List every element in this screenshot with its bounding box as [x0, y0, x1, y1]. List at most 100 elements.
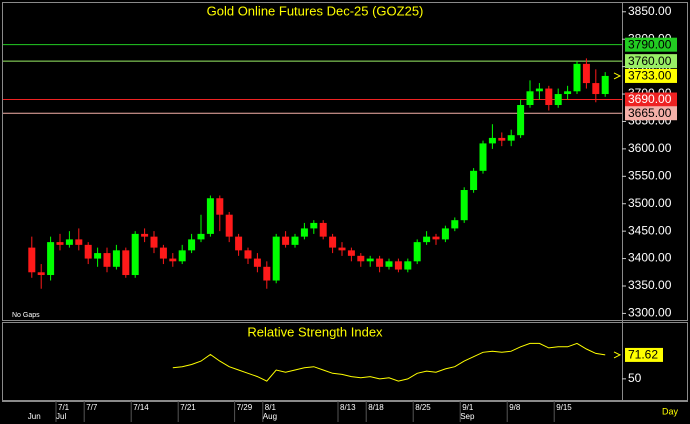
price-label: 3733.00 [628, 69, 672, 83]
level-label-box [625, 106, 677, 121]
candle-body [131, 233, 139, 276]
candle-body [319, 222, 327, 237]
candle-body [178, 250, 186, 262]
y-tick-label: 3550.00 [628, 168, 672, 182]
candle-body [592, 83, 600, 95]
candle-body [479, 143, 487, 171]
rsi-last-label: 71.62 [628, 348, 658, 362]
note: No Gaps [12, 312, 40, 319]
candle-body [451, 220, 459, 229]
month-label: Jul [56, 412, 66, 421]
x-tick-label: 7/7 [86, 403, 98, 412]
candle-body [535, 88, 543, 92]
level-label: 3690.00 [628, 92, 672, 106]
x-tick-label: 8/13 [340, 403, 356, 412]
candle-body [188, 239, 196, 251]
candle-body [235, 236, 243, 251]
candle-body [376, 258, 384, 267]
x-tick-label: 9/8 [509, 403, 521, 412]
candle-body [94, 253, 102, 259]
candle-body [28, 247, 36, 273]
candle-body [357, 255, 365, 262]
candle-body [601, 75, 609, 95]
candle-body [216, 198, 224, 215]
candle-body [141, 233, 149, 237]
rsi-label-box [625, 347, 663, 362]
chart-title: Gold Online Futures Dec-25 (GOZ25) [207, 3, 424, 18]
x-tick-label: 7/21 [180, 403, 196, 412]
month-label: Jun [28, 412, 41, 421]
x-tick-label: 7/14 [133, 403, 149, 412]
candle-body [197, 233, 205, 240]
rsi-line [172, 342, 606, 382]
candle-body [225, 214, 233, 237]
candle-body [423, 236, 431, 243]
candle-body [310, 222, 318, 229]
level-label: 3665.00 [628, 106, 672, 120]
main-panel [2, 2, 688, 321]
candle-body [338, 247, 346, 251]
candle-body [517, 105, 525, 136]
candle-body [253, 258, 261, 267]
candle-body [263, 266, 271, 281]
candle-body [385, 261, 393, 267]
candle-body [498, 137, 506, 141]
candle-body [329, 236, 337, 248]
candle-body [366, 258, 374, 262]
candle-body [244, 250, 252, 259]
candle-body [112, 250, 120, 267]
month-label: Sep [460, 412, 475, 421]
candle-body [282, 236, 290, 245]
x-tick-label: 8/25 [415, 403, 431, 412]
candle-body [65, 239, 73, 245]
month-label: Aug [263, 412, 277, 421]
candle-body [150, 236, 158, 248]
rsi-arrow [613, 351, 622, 359]
level-label: 3760.00 [628, 54, 672, 68]
candle-body [413, 242, 421, 262]
y-tick-label: 50 [628, 371, 642, 385]
level-label-box [625, 92, 677, 107]
rsi-panel [2, 322, 688, 401]
candle-body [347, 250, 355, 256]
y-tick-label: 3350.00 [628, 278, 672, 292]
y-tick-label: 3500.00 [628, 196, 672, 210]
candle-body [291, 236, 299, 245]
candle-body [564, 91, 572, 95]
y-tick-label: 3300.00 [628, 306, 672, 320]
rsi-title: Relative Strength Index [247, 324, 383, 339]
candle-body [103, 253, 111, 267]
candle-body [206, 198, 214, 234]
candle-body [159, 247, 167, 259]
x-axis-label: Day [662, 406, 679, 416]
candle-body [432, 236, 440, 240]
candle-body [122, 250, 130, 276]
candle-body [488, 137, 496, 144]
candle-body [441, 228, 449, 240]
candle-body [470, 170, 478, 191]
x-tick-label: 8/1 [265, 403, 277, 412]
candle-body [404, 261, 412, 270]
candle-body [582, 63, 590, 84]
candle-body [573, 63, 581, 92]
candle-body [554, 94, 562, 106]
candle-body [507, 135, 515, 141]
candle-body [300, 228, 308, 237]
candle-body [75, 239, 83, 245]
candle-body [169, 258, 177, 262]
x-tick-label: 8/18 [368, 403, 384, 412]
candle-body [37, 272, 45, 276]
y-tick-label: 3600.00 [628, 141, 672, 155]
y-tick-label: 3850.00 [628, 4, 672, 18]
candle-body [272, 236, 280, 281]
candle-body [47, 242, 55, 276]
y-tick-label: 3400.00 [628, 251, 672, 265]
candle-body [56, 242, 64, 245]
candle-body [545, 88, 553, 106]
x-tick-label: 9/15 [556, 403, 572, 412]
price-label-box [625, 68, 677, 83]
candle-body [84, 244, 92, 259]
x-tick-label: 7/1 [58, 403, 70, 412]
level-label-box [625, 54, 677, 69]
x-tick-label: 9/1 [462, 403, 474, 412]
